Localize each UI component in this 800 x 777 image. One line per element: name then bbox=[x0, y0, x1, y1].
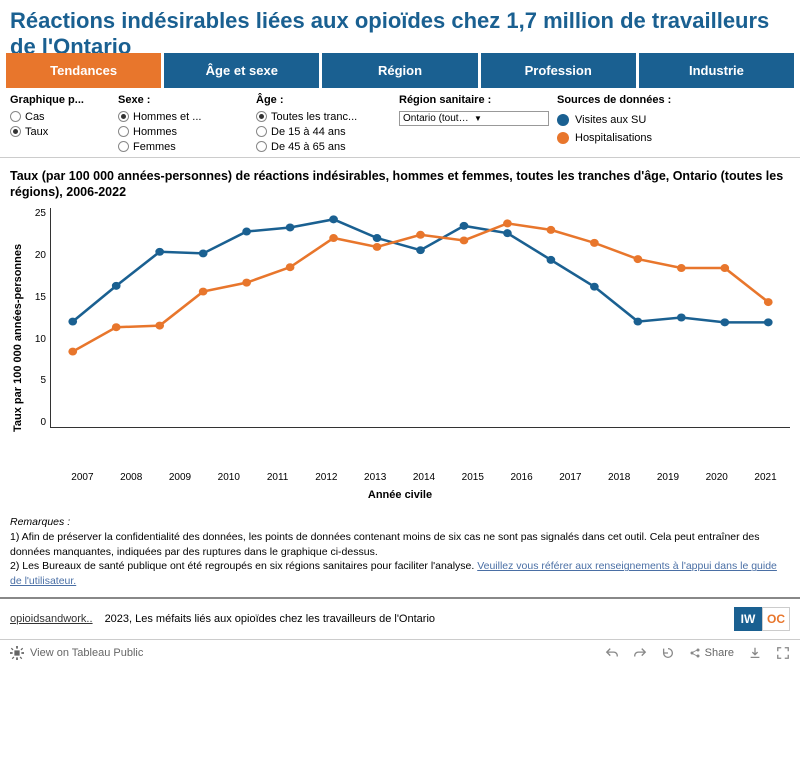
download-button[interactable] bbox=[748, 646, 762, 660]
legend-title: Sources de données : bbox=[557, 94, 790, 106]
tab-tendances[interactable]: Tendances bbox=[6, 53, 161, 88]
x-ticks: 2007200820092010201120122013201420152016… bbox=[58, 468, 790, 483]
view-on-tableau[interactable]: View on Tableau Public bbox=[10, 646, 143, 660]
filter-age: Âge : Toutes les tranc... De 15 à 44 ans… bbox=[256, 94, 391, 153]
fullscreen-button[interactable] bbox=[776, 646, 790, 660]
chart-title: Taux (par 100 000 années-personnes) de r… bbox=[10, 168, 790, 201]
x-axis-label: Année civile bbox=[10, 489, 790, 501]
y-ticks: 2520151050 bbox=[26, 208, 50, 428]
radio-sex-both[interactable]: Hommes et ... bbox=[118, 111, 248, 123]
legend-swatch bbox=[557, 114, 569, 126]
radio-age-all[interactable]: Toutes les tranc... bbox=[256, 111, 391, 123]
region-select[interactable]: Ontario (toutes les ré... ▼ bbox=[399, 111, 549, 126]
radio-age-15-44[interactable]: De 15 à 44 ans bbox=[256, 126, 391, 138]
redo-button[interactable] bbox=[633, 646, 647, 660]
tableau-icon bbox=[10, 646, 24, 660]
chart: Taux (par 100 000 années-personnes) de r… bbox=[0, 158, 800, 512]
page-title: Réactions indésirables liées aux opioïde… bbox=[0, 0, 800, 61]
legend-item-hosp[interactable]: Hospitalisations bbox=[557, 132, 790, 144]
remarks-title: Remarques : bbox=[10, 515, 790, 530]
filter-age-label: Âge : bbox=[256, 94, 391, 106]
filter-region-label: Région sanitaire : bbox=[399, 94, 549, 106]
tab-profession[interactable]: Profession bbox=[481, 53, 636, 88]
tabs: Tendances Âge et sexe Région Profession … bbox=[0, 53, 800, 88]
tab-industrie[interactable]: Industrie bbox=[639, 53, 794, 88]
filter-sex: Sexe : Hommes et ... Hommes Femmes bbox=[118, 94, 248, 153]
remark-1: 1) Afin de préserver la confidentialité … bbox=[10, 530, 790, 559]
attribution: opioidsandwork.. 2023, Les méfaits liés … bbox=[0, 599, 800, 639]
share-button[interactable]: Share bbox=[689, 646, 734, 660]
filter-graph-label: Graphique p... bbox=[10, 94, 110, 106]
logo-ocrc: OC bbox=[762, 607, 790, 631]
undo-button[interactable] bbox=[605, 646, 619, 660]
filter-region: Région sanitaire : Ontario (toutes les r… bbox=[399, 94, 549, 153]
remark-2: 2) Les Bureaux de santé publique ont été… bbox=[10, 559, 790, 588]
tab-region[interactable]: Région bbox=[322, 53, 477, 88]
plot-area[interactable] bbox=[50, 208, 790, 428]
filter-sex-label: Sexe : bbox=[118, 94, 248, 106]
radio-cas[interactable]: Cas bbox=[10, 111, 110, 123]
y-axis-label: Taux par 100 000 années-personnes bbox=[10, 208, 26, 468]
remarks: Remarques : 1) Afin de préserver la conf… bbox=[0, 511, 800, 598]
region-select-value: Ontario (toutes les ré... bbox=[403, 113, 474, 124]
logo-iwh: IW bbox=[734, 607, 762, 631]
logos: IW OC bbox=[734, 607, 790, 631]
attrib-link[interactable]: opioidsandwork.. bbox=[10, 613, 93, 625]
footer: View on Tableau Public Share bbox=[0, 639, 800, 666]
legend: Sources de données : Visites aux SU Hosp… bbox=[557, 94, 790, 153]
radio-taux[interactable]: Taux bbox=[10, 126, 110, 138]
attrib-text: 2023, Les méfaits liés aux opioïdes chez… bbox=[105, 613, 722, 625]
filters: Graphique p... Cas Taux Sexe : Hommes et… bbox=[0, 88, 800, 158]
legend-item-su[interactable]: Visites aux SU bbox=[557, 114, 790, 126]
filter-graph: Graphique p... Cas Taux bbox=[10, 94, 110, 153]
reset-button[interactable] bbox=[661, 646, 675, 660]
radio-age-45-65[interactable]: De 45 à 65 ans bbox=[256, 141, 391, 153]
chevron-down-icon: ▼ bbox=[474, 114, 545, 123]
radio-sex-f[interactable]: Femmes bbox=[118, 141, 248, 153]
radio-sex-m[interactable]: Hommes bbox=[118, 126, 248, 138]
tab-age-sexe[interactable]: Âge et sexe bbox=[164, 53, 319, 88]
legend-swatch bbox=[557, 132, 569, 144]
